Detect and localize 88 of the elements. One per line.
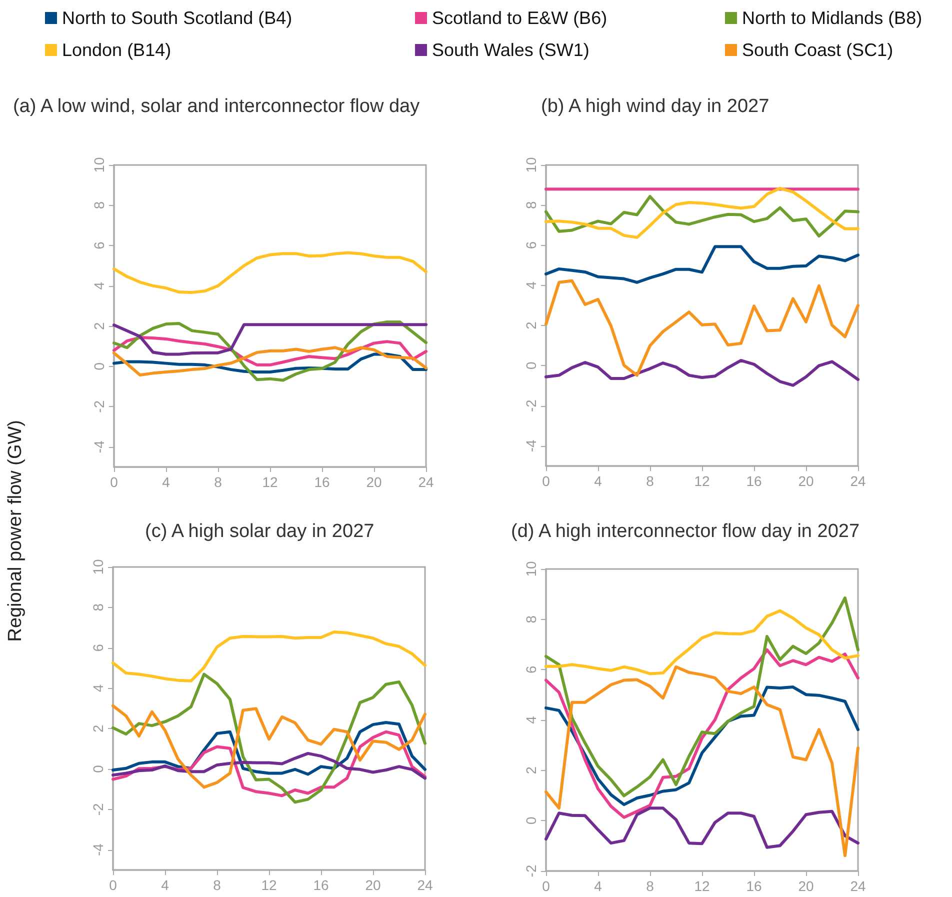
x-tick-label: 20 xyxy=(365,877,381,893)
y-tick-label: 10 xyxy=(91,157,107,173)
y-tick-label: -4 xyxy=(523,440,539,452)
x-tick-label: 8 xyxy=(213,877,222,893)
y-tick-label: -4 xyxy=(90,843,106,856)
legend-label: London (B14) xyxy=(62,40,172,60)
y-tick-label: 10 xyxy=(90,559,106,575)
line-series xyxy=(112,630,426,682)
y-tick-label: 10 xyxy=(523,157,539,173)
legend-label: North to South Scotland (B4) xyxy=(62,8,292,28)
y-tick-label: -4 xyxy=(91,440,107,454)
x-tick-label: 16 xyxy=(313,877,329,893)
legend-label: North to Midlands (B8) xyxy=(742,8,922,28)
legend-label: South Coast (SC1) xyxy=(742,40,894,60)
line-series xyxy=(544,806,860,849)
line-series xyxy=(544,186,860,239)
line-series xyxy=(544,195,860,238)
chart-title: (a) A low wind, solar and interconnector flow day xyxy=(13,96,420,117)
y-tick-label: 6 xyxy=(523,666,539,674)
line-series xyxy=(544,609,860,676)
x-tick-label: 16 xyxy=(746,473,762,489)
line-series xyxy=(544,279,860,377)
y-tick-label: 4 xyxy=(523,716,539,724)
x-tick-label: 8 xyxy=(646,878,654,894)
x-tick-label: 0 xyxy=(109,877,118,893)
line-series xyxy=(544,358,860,387)
line-series xyxy=(112,251,428,294)
x-tick-label: 12 xyxy=(694,473,710,489)
x-tick-label: 20 xyxy=(366,474,382,490)
y-tick-label: 6 xyxy=(91,241,107,250)
line-series xyxy=(112,704,426,789)
y-tick-label: 2 xyxy=(90,724,106,732)
x-tick-label: 20 xyxy=(798,878,814,894)
y-tick-label: 0 xyxy=(523,362,539,370)
x-tick-label: 8 xyxy=(646,473,654,489)
chart-title: (d) A high interconnector flow day in 2027 xyxy=(511,521,860,542)
y-tick-label: 8 xyxy=(523,201,539,210)
legend-label: Scotland to E&W (B6) xyxy=(432,8,608,28)
chart-title: (c) A high solar day in 2027 xyxy=(145,521,374,542)
x-tick-label: 16 xyxy=(746,878,762,894)
x-tick-label: 12 xyxy=(261,877,277,893)
line-series xyxy=(112,320,428,382)
y-tick-label: 0 xyxy=(90,764,106,773)
x-tick-label: 24 xyxy=(417,877,433,893)
x-tick-label: 0 xyxy=(542,878,550,894)
y-tick-label: -2 xyxy=(523,864,539,878)
x-tick-label: 12 xyxy=(262,474,278,490)
line-series xyxy=(112,323,428,356)
y-tick-label: -2 xyxy=(91,400,107,413)
y-tick-label: 2 xyxy=(91,322,107,330)
x-tick-label: 24 xyxy=(850,878,866,894)
y-tick-label: 0 xyxy=(523,816,539,825)
y-tick-label: 6 xyxy=(523,241,539,250)
line-series xyxy=(544,245,860,284)
x-tick-label: 4 xyxy=(594,878,602,894)
x-tick-label: 24 xyxy=(418,474,434,490)
y-tick-label: -2 xyxy=(90,802,106,816)
line-series xyxy=(112,672,426,804)
x-tick-label: 0 xyxy=(542,473,550,489)
y-tick-label: 4 xyxy=(90,684,106,692)
y-tick-label: 4 xyxy=(91,282,107,290)
y-tick-label: 0 xyxy=(91,362,107,370)
y-tick-label: 8 xyxy=(91,201,107,210)
x-tick-label: 20 xyxy=(798,473,814,489)
x-tick-label: 4 xyxy=(162,474,170,490)
line-series xyxy=(112,346,428,376)
y-tick-label: 10 xyxy=(523,561,539,577)
y-tick-label: -2 xyxy=(523,399,539,412)
x-tick-label: 0 xyxy=(110,474,118,490)
line-series xyxy=(544,596,860,798)
y-tick-label: 6 xyxy=(90,644,106,652)
y-tick-label: 2 xyxy=(523,321,539,330)
line-series xyxy=(112,752,426,780)
chart-title: (b) A high wind day in 2027 xyxy=(541,96,770,117)
x-tick-label: 8 xyxy=(214,474,222,490)
x-tick-label: 4 xyxy=(161,877,170,893)
y-tick-label: 4 xyxy=(523,281,539,290)
y-tick-label: 8 xyxy=(523,615,539,624)
y-tick-label: 2 xyxy=(523,766,539,774)
line-series xyxy=(544,665,860,858)
x-tick-label: 4 xyxy=(594,473,602,489)
x-tick-label: 12 xyxy=(694,878,710,894)
line-series xyxy=(544,648,860,819)
y-axis-title: Regional power flow (GW) xyxy=(5,420,26,642)
legend-label: South Wales (SW1) xyxy=(432,40,590,60)
x-tick-label: 24 xyxy=(850,473,866,489)
y-tick-label: 8 xyxy=(90,603,106,612)
x-tick-label: 16 xyxy=(314,474,330,490)
